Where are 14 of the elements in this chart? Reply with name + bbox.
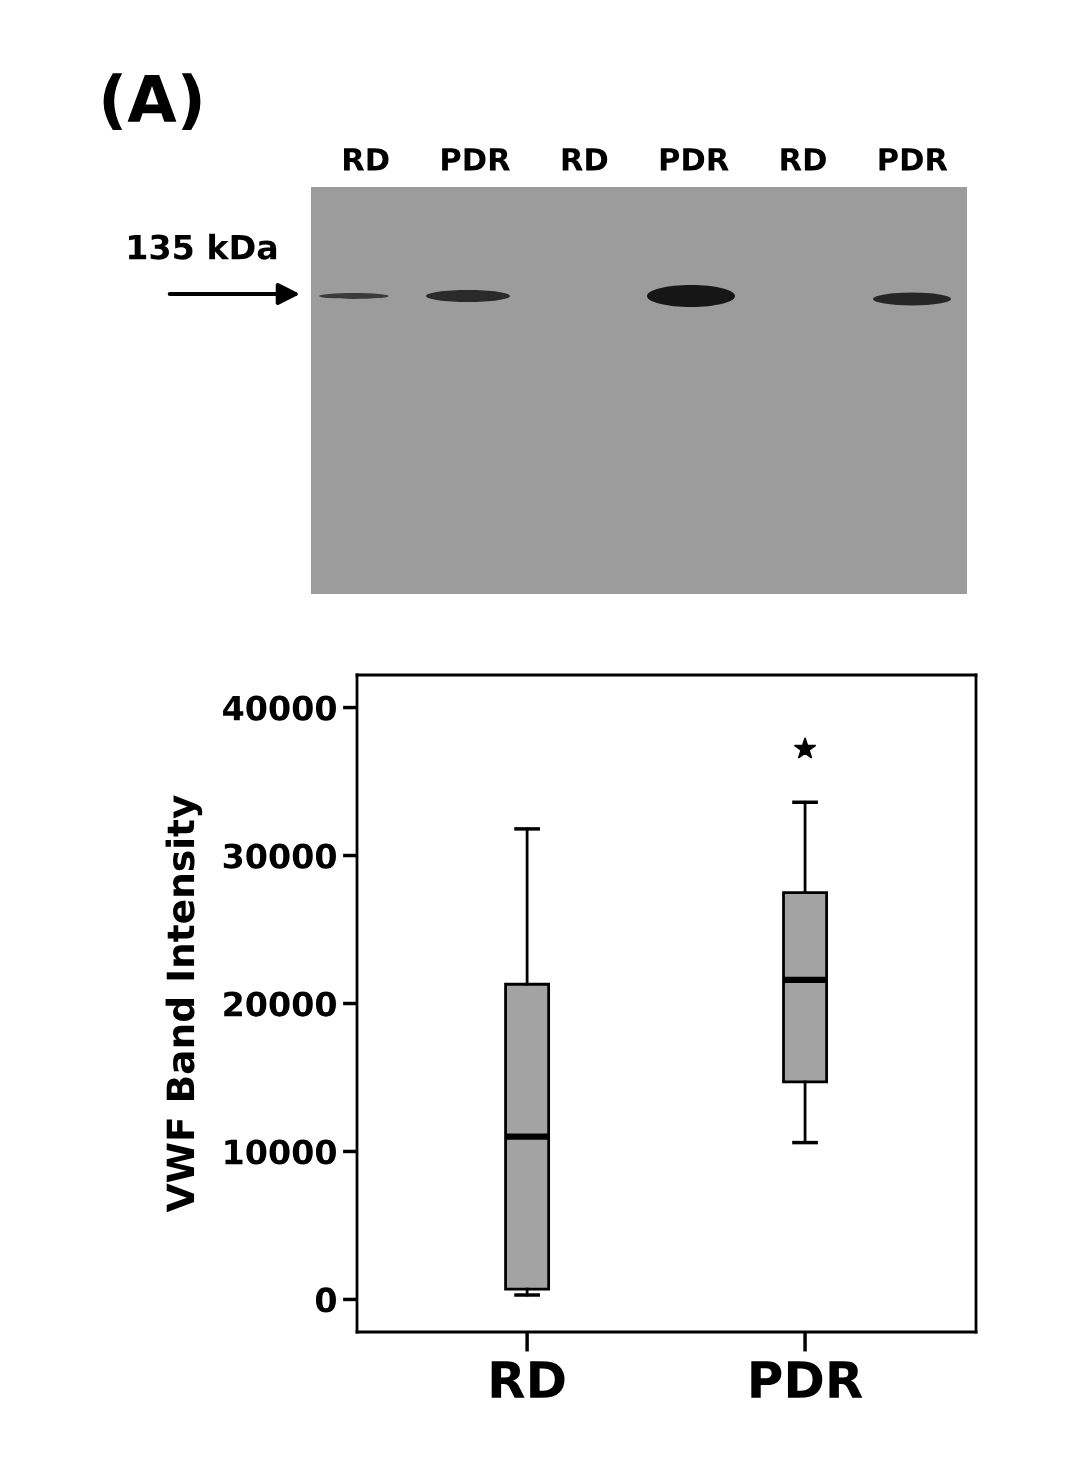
text: 135 kDa xyxy=(129,233,277,260)
text: PDR xyxy=(879,148,948,171)
y-tick-label: 10000 xyxy=(225,1139,336,1165)
y-tick-label: 0 xyxy=(315,1287,336,1313)
chart-title: (A) xyxy=(103,73,201,131)
text: RD xyxy=(562,148,608,171)
y-tick-label: 40000 xyxy=(223,695,336,721)
y-axis-title: VWF Band Intensity xyxy=(165,795,203,1213)
text: PDR xyxy=(442,148,511,171)
text: RD xyxy=(344,148,389,171)
text: PDR xyxy=(660,148,729,171)
text: RD xyxy=(781,148,826,171)
y-tick-label: 20000 xyxy=(224,991,336,1017)
y-tick-label: 30000 xyxy=(223,843,336,869)
